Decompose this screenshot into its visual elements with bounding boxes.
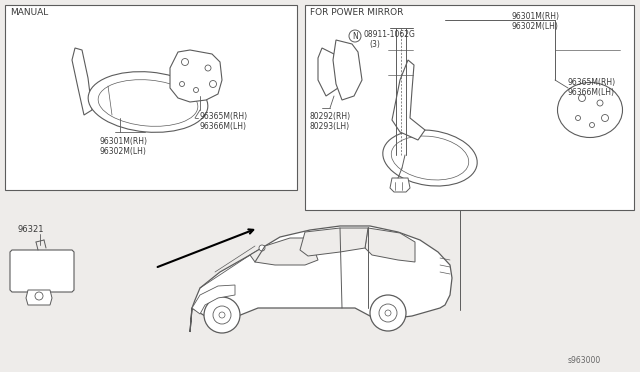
Text: (3): (3) bbox=[369, 40, 380, 49]
Polygon shape bbox=[300, 228, 368, 256]
Bar bbox=[305, 5, 634, 210]
Circle shape bbox=[379, 304, 397, 322]
Circle shape bbox=[579, 94, 586, 102]
Circle shape bbox=[209, 80, 216, 87]
Circle shape bbox=[597, 100, 603, 106]
Text: 96366M(LH): 96366M(LH) bbox=[568, 88, 615, 97]
Text: s963000: s963000 bbox=[568, 356, 601, 365]
Circle shape bbox=[205, 65, 211, 71]
Text: FOR POWER MIRROR: FOR POWER MIRROR bbox=[310, 8, 403, 17]
Ellipse shape bbox=[88, 72, 208, 132]
Text: 96321: 96321 bbox=[18, 225, 45, 234]
Text: MANUAL: MANUAL bbox=[10, 8, 48, 17]
Polygon shape bbox=[192, 285, 235, 314]
Circle shape bbox=[179, 81, 184, 87]
Polygon shape bbox=[190, 226, 452, 332]
Ellipse shape bbox=[557, 83, 623, 138]
Text: 80293(LH): 80293(LH) bbox=[310, 122, 350, 131]
Polygon shape bbox=[333, 40, 362, 100]
Polygon shape bbox=[318, 48, 338, 96]
Circle shape bbox=[602, 115, 609, 122]
Text: 96366M(LH): 96366M(LH) bbox=[199, 122, 246, 131]
Text: 08911-1062G: 08911-1062G bbox=[363, 30, 415, 39]
Circle shape bbox=[182, 58, 189, 65]
Text: 96302M(LH): 96302M(LH) bbox=[100, 147, 147, 156]
Circle shape bbox=[589, 122, 595, 128]
Polygon shape bbox=[10, 250, 74, 292]
Polygon shape bbox=[390, 178, 410, 192]
Polygon shape bbox=[72, 48, 92, 115]
Circle shape bbox=[385, 310, 391, 316]
Polygon shape bbox=[250, 238, 318, 265]
Text: 96301M(RH): 96301M(RH) bbox=[512, 12, 560, 21]
Circle shape bbox=[370, 295, 406, 331]
Circle shape bbox=[349, 30, 361, 42]
Text: N: N bbox=[352, 32, 358, 41]
Text: 80292(RH): 80292(RH) bbox=[310, 112, 351, 121]
Circle shape bbox=[575, 115, 580, 121]
Ellipse shape bbox=[383, 130, 477, 186]
Polygon shape bbox=[392, 60, 425, 140]
Text: 96301M(RH): 96301M(RH) bbox=[100, 137, 148, 146]
Circle shape bbox=[193, 87, 198, 93]
Circle shape bbox=[219, 312, 225, 318]
Bar bbox=[5, 5, 297, 190]
Text: 96302M(LH): 96302M(LH) bbox=[512, 22, 559, 31]
Ellipse shape bbox=[391, 136, 468, 180]
Circle shape bbox=[35, 292, 43, 300]
Ellipse shape bbox=[98, 80, 198, 126]
Circle shape bbox=[259, 245, 265, 251]
Polygon shape bbox=[365, 228, 415, 262]
Circle shape bbox=[213, 306, 231, 324]
Text: 96365M(RH): 96365M(RH) bbox=[199, 112, 247, 121]
Text: 96365M(RH): 96365M(RH) bbox=[568, 78, 616, 87]
Polygon shape bbox=[170, 50, 222, 102]
Circle shape bbox=[204, 297, 240, 333]
Polygon shape bbox=[26, 290, 52, 305]
